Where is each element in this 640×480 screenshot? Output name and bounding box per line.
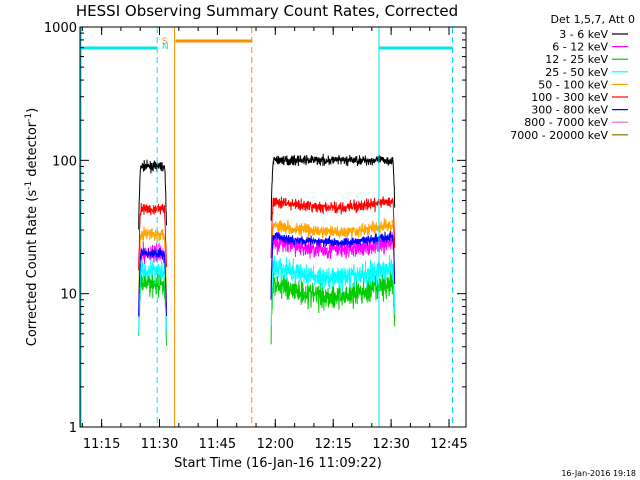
series-line-6 (270, 231, 396, 300)
x-tick-label: 11:30 (141, 437, 178, 452)
series-line-3 (270, 254, 396, 327)
series-line-2 (270, 269, 396, 345)
x-tick-label: 12:00 (257, 437, 294, 452)
legend-header: Det 1,5,7, Att 0 (551, 13, 635, 26)
y-tick-label: 100 (52, 154, 77, 169)
y-tick-label: 1 (69, 421, 77, 436)
series-line-5 (270, 196, 396, 259)
x-tick-label: 12:45 (430, 437, 467, 452)
y-axis-label: Corrected Count Rate (s-1 detector-1) (24, 108, 40, 346)
legend-entry-label: 50 - 100 keV (538, 78, 608, 91)
saa-label: S (162, 37, 168, 47)
legend-entry-label: 3 - 6 keV (559, 28, 608, 41)
y-axis-label-sup: -1 (24, 113, 34, 122)
series-line-4 (138, 226, 167, 300)
plot-area: NS (80, 27, 453, 427)
x-axis-ticks: 11:15 11:30 11:45 12:00 12:15 12:30 12:45 (81, 27, 468, 452)
x-tick-label: 11:15 (83, 437, 120, 452)
series-line-4 (270, 218, 396, 288)
legend-entry-label: 12 - 25 keV (545, 53, 608, 66)
x-tick-label: 11:45 (199, 437, 236, 452)
legend-entry-label: 100 - 300 keV (531, 91, 608, 104)
legend-entry-label: 7000 - 20000 keV (510, 129, 608, 142)
series-line-0 (270, 153, 396, 221)
x-tick-label: 12:15 (314, 437, 351, 452)
legend-entry-label: 6 - 12 keV (552, 41, 608, 54)
chart-title: HESSI Observing Summary Count Rates, Cor… (76, 2, 458, 20)
legend-entry-label: 25 - 50 keV (545, 66, 608, 79)
y-axis-label-sup: -1 (24, 181, 34, 190)
series-line-5 (138, 202, 167, 271)
series-line-3 (138, 260, 167, 334)
y-tick-label: 1000 (44, 21, 77, 36)
y-tick-label: 10 (60, 288, 77, 303)
x-tick-label: 12:30 (372, 437, 409, 452)
night-label: N (162, 42, 169, 52)
legend-entry-label: 800 - 7000 keV (524, 116, 608, 129)
x-axis-label: Start Time (16-Jan-16 11:09:22) (174, 456, 382, 471)
series-line-0 (138, 159, 167, 230)
y-axis-ticks: 1 10 100 1000 (44, 21, 466, 436)
series-line-6 (138, 247, 167, 317)
plot-frame (79, 26, 467, 428)
timestamp: 16-Jan-2016 19:18 (561, 469, 636, 478)
legend-entry-label: 300 - 800 keV (531, 104, 608, 117)
